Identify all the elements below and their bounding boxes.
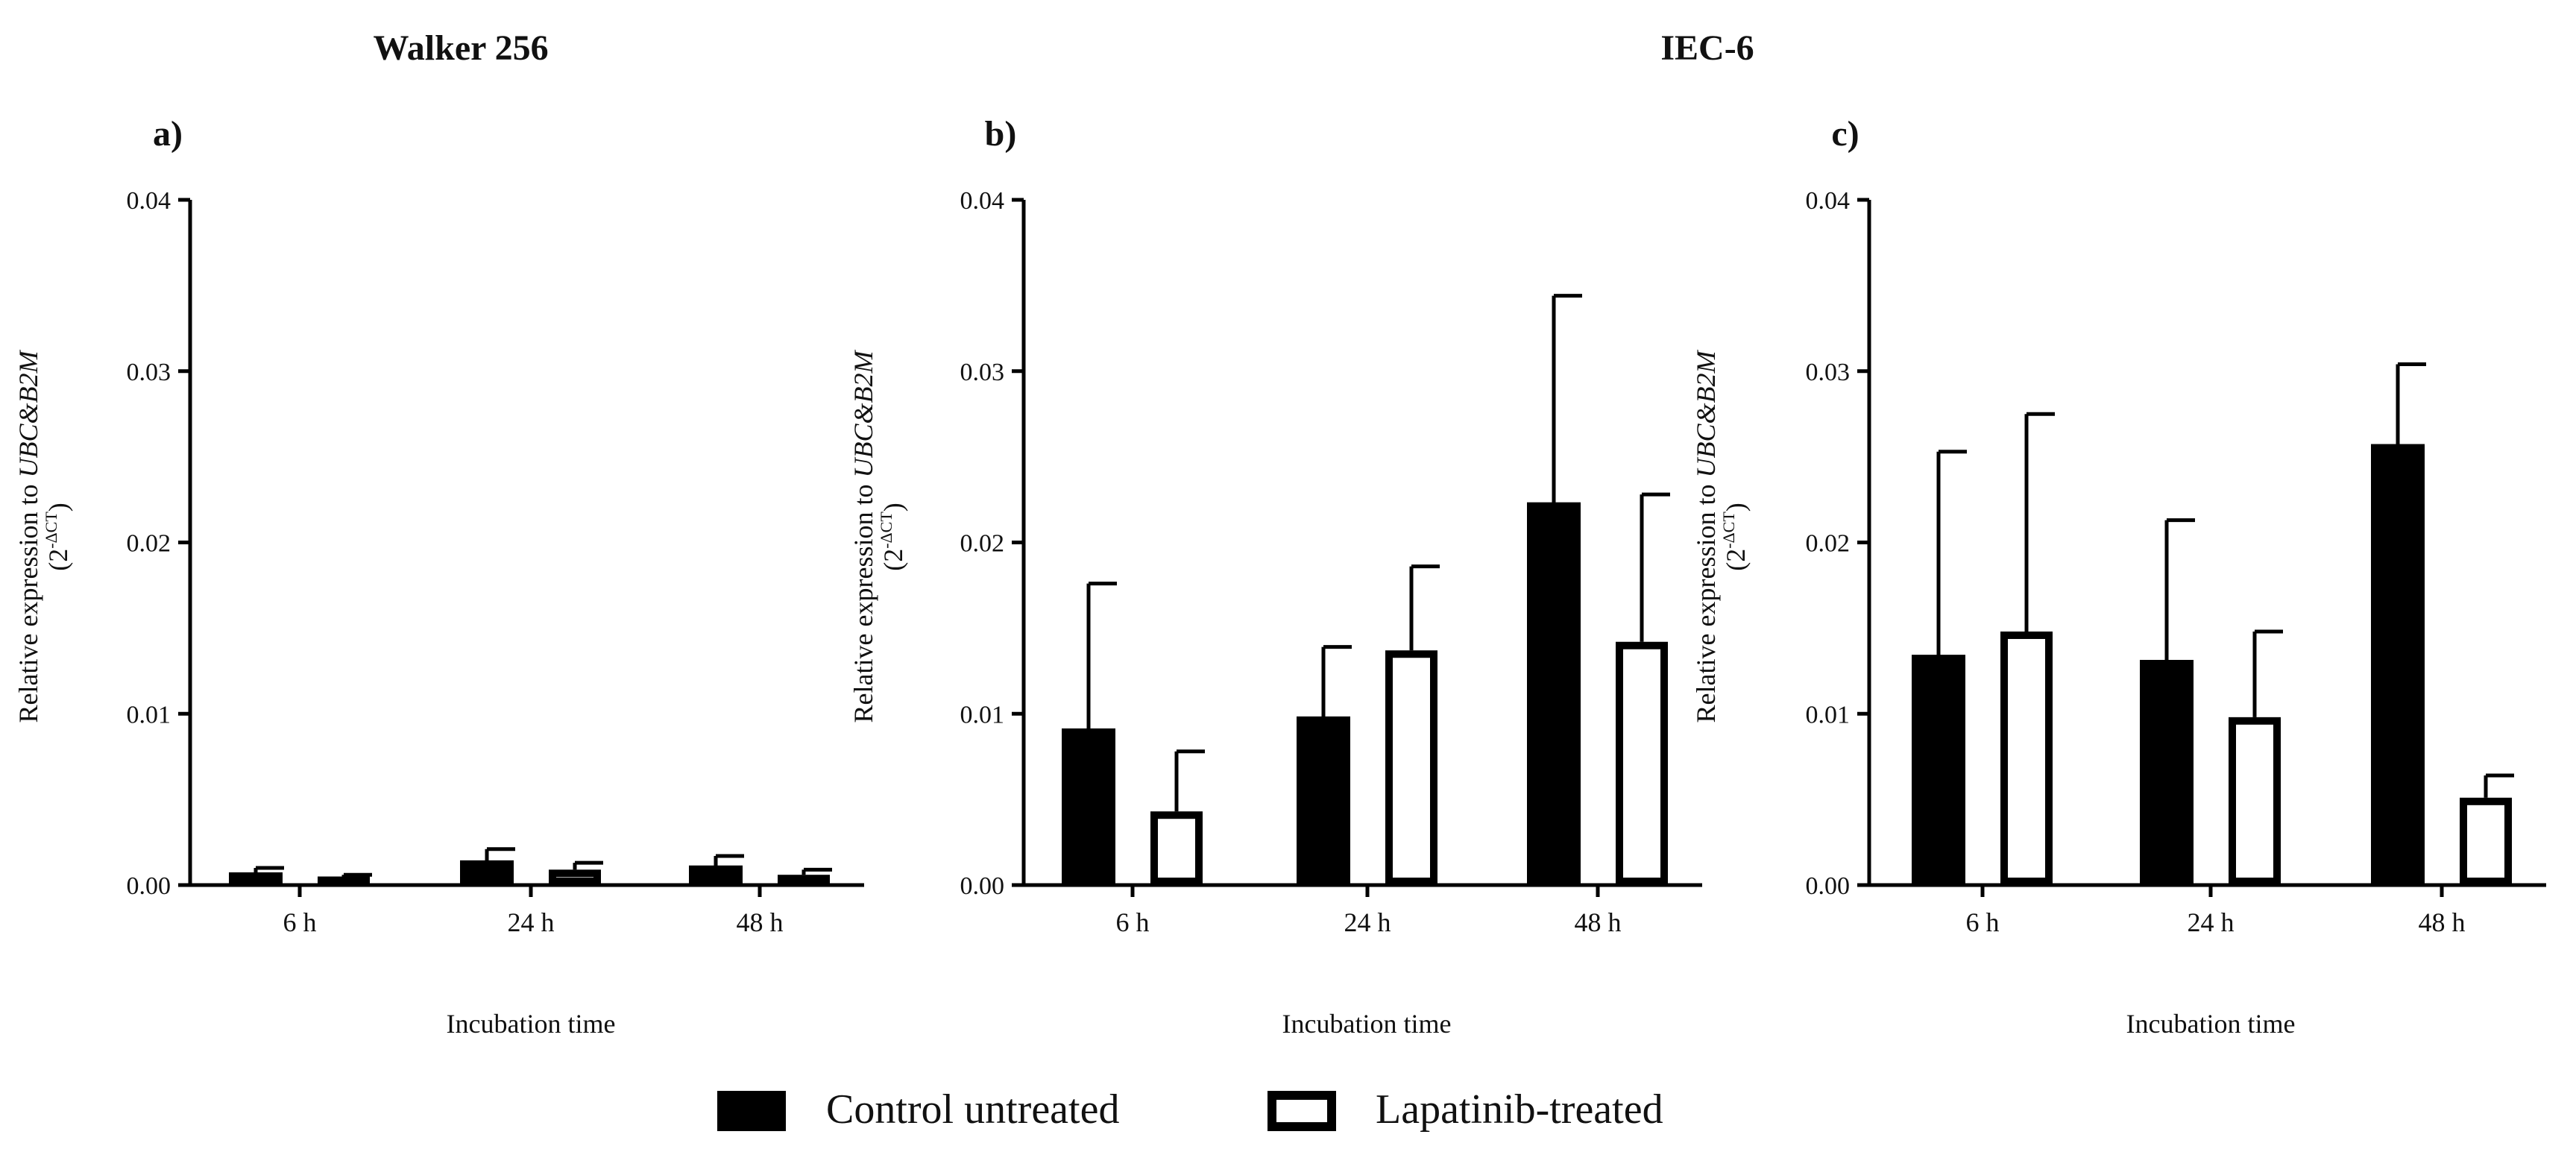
legend: Control untreated Lapatinib-treated [717,1086,1663,1133]
y-tick-label: 0.04 [1806,187,1851,215]
y-axis-label-main: Relative expression to [848,478,878,723]
bar-control [2371,444,2425,886]
y-axis-unit-close: ) [1721,503,1751,512]
panel-label: c) [1831,114,1859,154]
y-tick-label: 0.01 [1806,701,1851,728]
y-axis-label-main: Relative expression to [13,478,43,723]
bar-lapatinib [2229,717,2281,885]
y-axis-unit-close: ) [43,503,73,512]
y-tick-label: 0.00 [960,872,1005,900]
y-tick-label: 0.02 [127,530,171,558]
legend-label-lapatinib: Lapatinib-treated [1376,1086,1663,1133]
bar-lapatinib [1616,641,1668,885]
y-tick-label: 0.00 [127,872,171,900]
y-axis-label-genes: UBC&B2M [13,350,43,478]
y-axis-unit-base: (2 [1721,549,1751,571]
y-axis-label-genes: UBC&B2M [848,350,878,478]
chart-panel-b: b) Relative expression to UBC&B2M (2-ΔCT… [848,114,1702,1039]
y-tick-label: 0.01 [127,701,171,728]
legend-swatch-lapatinib [1267,1091,1336,1131]
y-axis-label: Relative expression to UBC&B2M [13,350,43,723]
y-axis-label-genes: UBC&B2M [1691,350,1721,478]
bar-control [1062,728,1115,886]
y-tick-label: 0.03 [1806,359,1851,386]
chart-panel-c: c) Relative expression to UBC&B2M (2-ΔCT… [1691,114,2546,1039]
header-iec6: IEC-6 [1660,28,1754,68]
bar-lapatinib [2000,631,2053,885]
bar-control [1527,502,1581,886]
x-tick-label: 48 h [1575,907,1622,937]
y-axis-label-main: Relative expression to [1691,478,1721,723]
x-tick-label: 6 h [1966,907,2000,937]
y-tick-label: 0.02 [960,530,1005,558]
bar-control [1912,655,1965,886]
y-axis-label: Relative expression to UBC&B2M [848,350,878,723]
x-tick-label: 48 h [2419,907,2466,937]
x-axis-label: Incubation time [447,1009,616,1039]
bar-control [460,860,514,886]
bar-lapatinib [2460,797,2512,886]
y-axis-label: Relative expression to UBC&B2M [1691,350,1721,723]
header-walker: Walker 256 [373,28,548,68]
legend-label-control: Control untreated [826,1086,1119,1133]
y-axis-unit: (2-ΔCT) [877,503,908,571]
y-tick-label: 0.02 [1806,530,1851,558]
y-tick-label: 0.03 [960,359,1005,386]
x-tick-label: 24 h [2188,907,2235,937]
bar-control [2140,660,2194,887]
bar-control [229,872,283,886]
y-axis-unit-base: (2 [43,549,73,571]
y-tick-label: 0.04 [960,187,1005,215]
x-tick-label: 6 h [1116,907,1150,937]
bar-lapatinib [1385,650,1437,885]
bar-control [689,865,743,887]
panel-label: a) [153,114,183,154]
legend-swatch-control [717,1091,786,1131]
x-tick-label: 6 h [283,907,317,937]
y-tick-label: 0.03 [127,359,171,386]
y-axis-unit: (2-ΔCT) [42,503,73,571]
y-axis-unit-base: (2 [878,549,908,571]
x-tick-label: 48 h [737,907,784,937]
y-axis-unit-close: ) [878,503,908,512]
x-axis-label: Incubation time [2126,1009,2296,1039]
x-tick-label: 24 h [508,907,555,937]
y-axis-unit: (2-ΔCT) [1719,503,1751,571]
panel-label: b) [985,114,1017,154]
x-axis-label: Incubation time [1282,1009,1452,1039]
y-tick-label: 0.04 [127,187,171,215]
y-axis-unit-sup: -ΔCT [42,512,60,549]
bar-control [1297,716,1350,886]
bar-lapatinib [778,875,830,885]
x-tick-label: 24 h [1344,907,1391,937]
y-axis-unit-sup: -ΔCT [877,512,895,549]
y-axis-unit-sup: -ΔCT [1719,512,1738,549]
bar-lapatinib [549,869,601,886]
y-tick-label: 0.00 [1806,872,1851,900]
bar-lapatinib [1150,811,1203,886]
y-tick-label: 0.01 [960,701,1005,728]
chart-panel-a: a) Relative expression to UBC&B2M (2-ΔCT… [13,114,864,1039]
